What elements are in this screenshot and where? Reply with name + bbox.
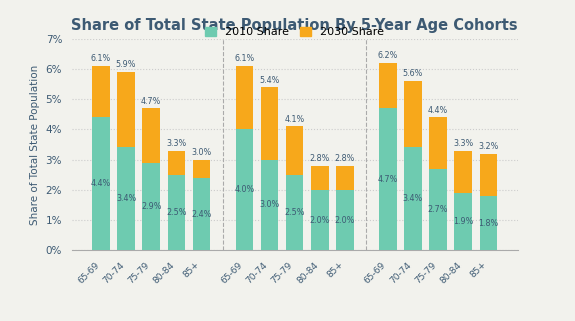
Bar [404, 147, 421, 250]
Text: 4.7%: 4.7% [378, 175, 398, 184]
Text: 3.0%: 3.0% [259, 201, 279, 210]
Bar [236, 66, 253, 129]
Bar [430, 169, 447, 250]
Bar [404, 81, 421, 147]
Bar [286, 175, 304, 250]
Bar [168, 175, 185, 250]
Bar [379, 108, 397, 250]
Legend: 2010 Share, 2030 Share: 2010 Share, 2030 Share [205, 27, 384, 37]
Text: 4.7%: 4.7% [141, 97, 162, 106]
Bar [336, 190, 354, 250]
Bar [480, 196, 497, 250]
Text: 3.4%: 3.4% [116, 195, 136, 204]
Text: 6.1%: 6.1% [234, 54, 255, 63]
Bar [143, 108, 160, 163]
Text: 2.5%: 2.5% [166, 208, 187, 217]
Text: 2.4%: 2.4% [191, 210, 212, 219]
Text: 2.0%: 2.0% [310, 216, 330, 225]
Text: 3.4%: 3.4% [403, 195, 423, 204]
Title: Share of Total State Population By 5-Year Age Cohorts: Share of Total State Population By 5-Yea… [71, 18, 518, 33]
Text: 4.0%: 4.0% [234, 185, 255, 194]
Text: 3.2%: 3.2% [478, 142, 499, 151]
Bar [260, 160, 278, 250]
Bar [236, 129, 253, 250]
Bar [454, 193, 472, 250]
Bar [143, 163, 160, 250]
Bar [193, 178, 210, 250]
Bar [193, 160, 210, 178]
Text: 2.7%: 2.7% [428, 205, 448, 214]
Text: 4.4%: 4.4% [91, 179, 111, 188]
Text: 2.5%: 2.5% [285, 208, 305, 217]
Text: 3.3%: 3.3% [453, 139, 473, 148]
Bar [454, 151, 472, 193]
Bar [117, 147, 135, 250]
Text: 1.9%: 1.9% [453, 217, 473, 226]
Bar [92, 117, 110, 250]
Text: 2.8%: 2.8% [335, 154, 355, 163]
Text: 6.1%: 6.1% [91, 54, 111, 63]
Text: 5.9%: 5.9% [116, 60, 136, 69]
Bar [92, 66, 110, 117]
Text: 5.6%: 5.6% [402, 69, 423, 78]
Text: 5.4%: 5.4% [259, 75, 279, 84]
Bar [430, 117, 447, 169]
Bar [260, 87, 278, 160]
Bar [311, 166, 329, 190]
Text: 3.0%: 3.0% [191, 148, 212, 157]
Bar [379, 63, 397, 108]
Text: 6.2%: 6.2% [378, 51, 398, 60]
Bar [117, 72, 135, 147]
Text: 2.9%: 2.9% [141, 202, 162, 211]
Text: 4.1%: 4.1% [285, 115, 305, 124]
Text: 4.4%: 4.4% [428, 106, 448, 115]
Bar [311, 190, 329, 250]
Text: 2.8%: 2.8% [310, 154, 330, 163]
Text: 3.3%: 3.3% [166, 139, 186, 148]
Text: 2.0%: 2.0% [335, 216, 355, 225]
Bar [480, 153, 497, 196]
Bar [168, 151, 185, 175]
Text: 1.8%: 1.8% [478, 219, 499, 228]
Bar [286, 126, 304, 175]
Y-axis label: Share of Total State Population: Share of Total State Population [30, 64, 40, 225]
Bar [336, 166, 354, 190]
